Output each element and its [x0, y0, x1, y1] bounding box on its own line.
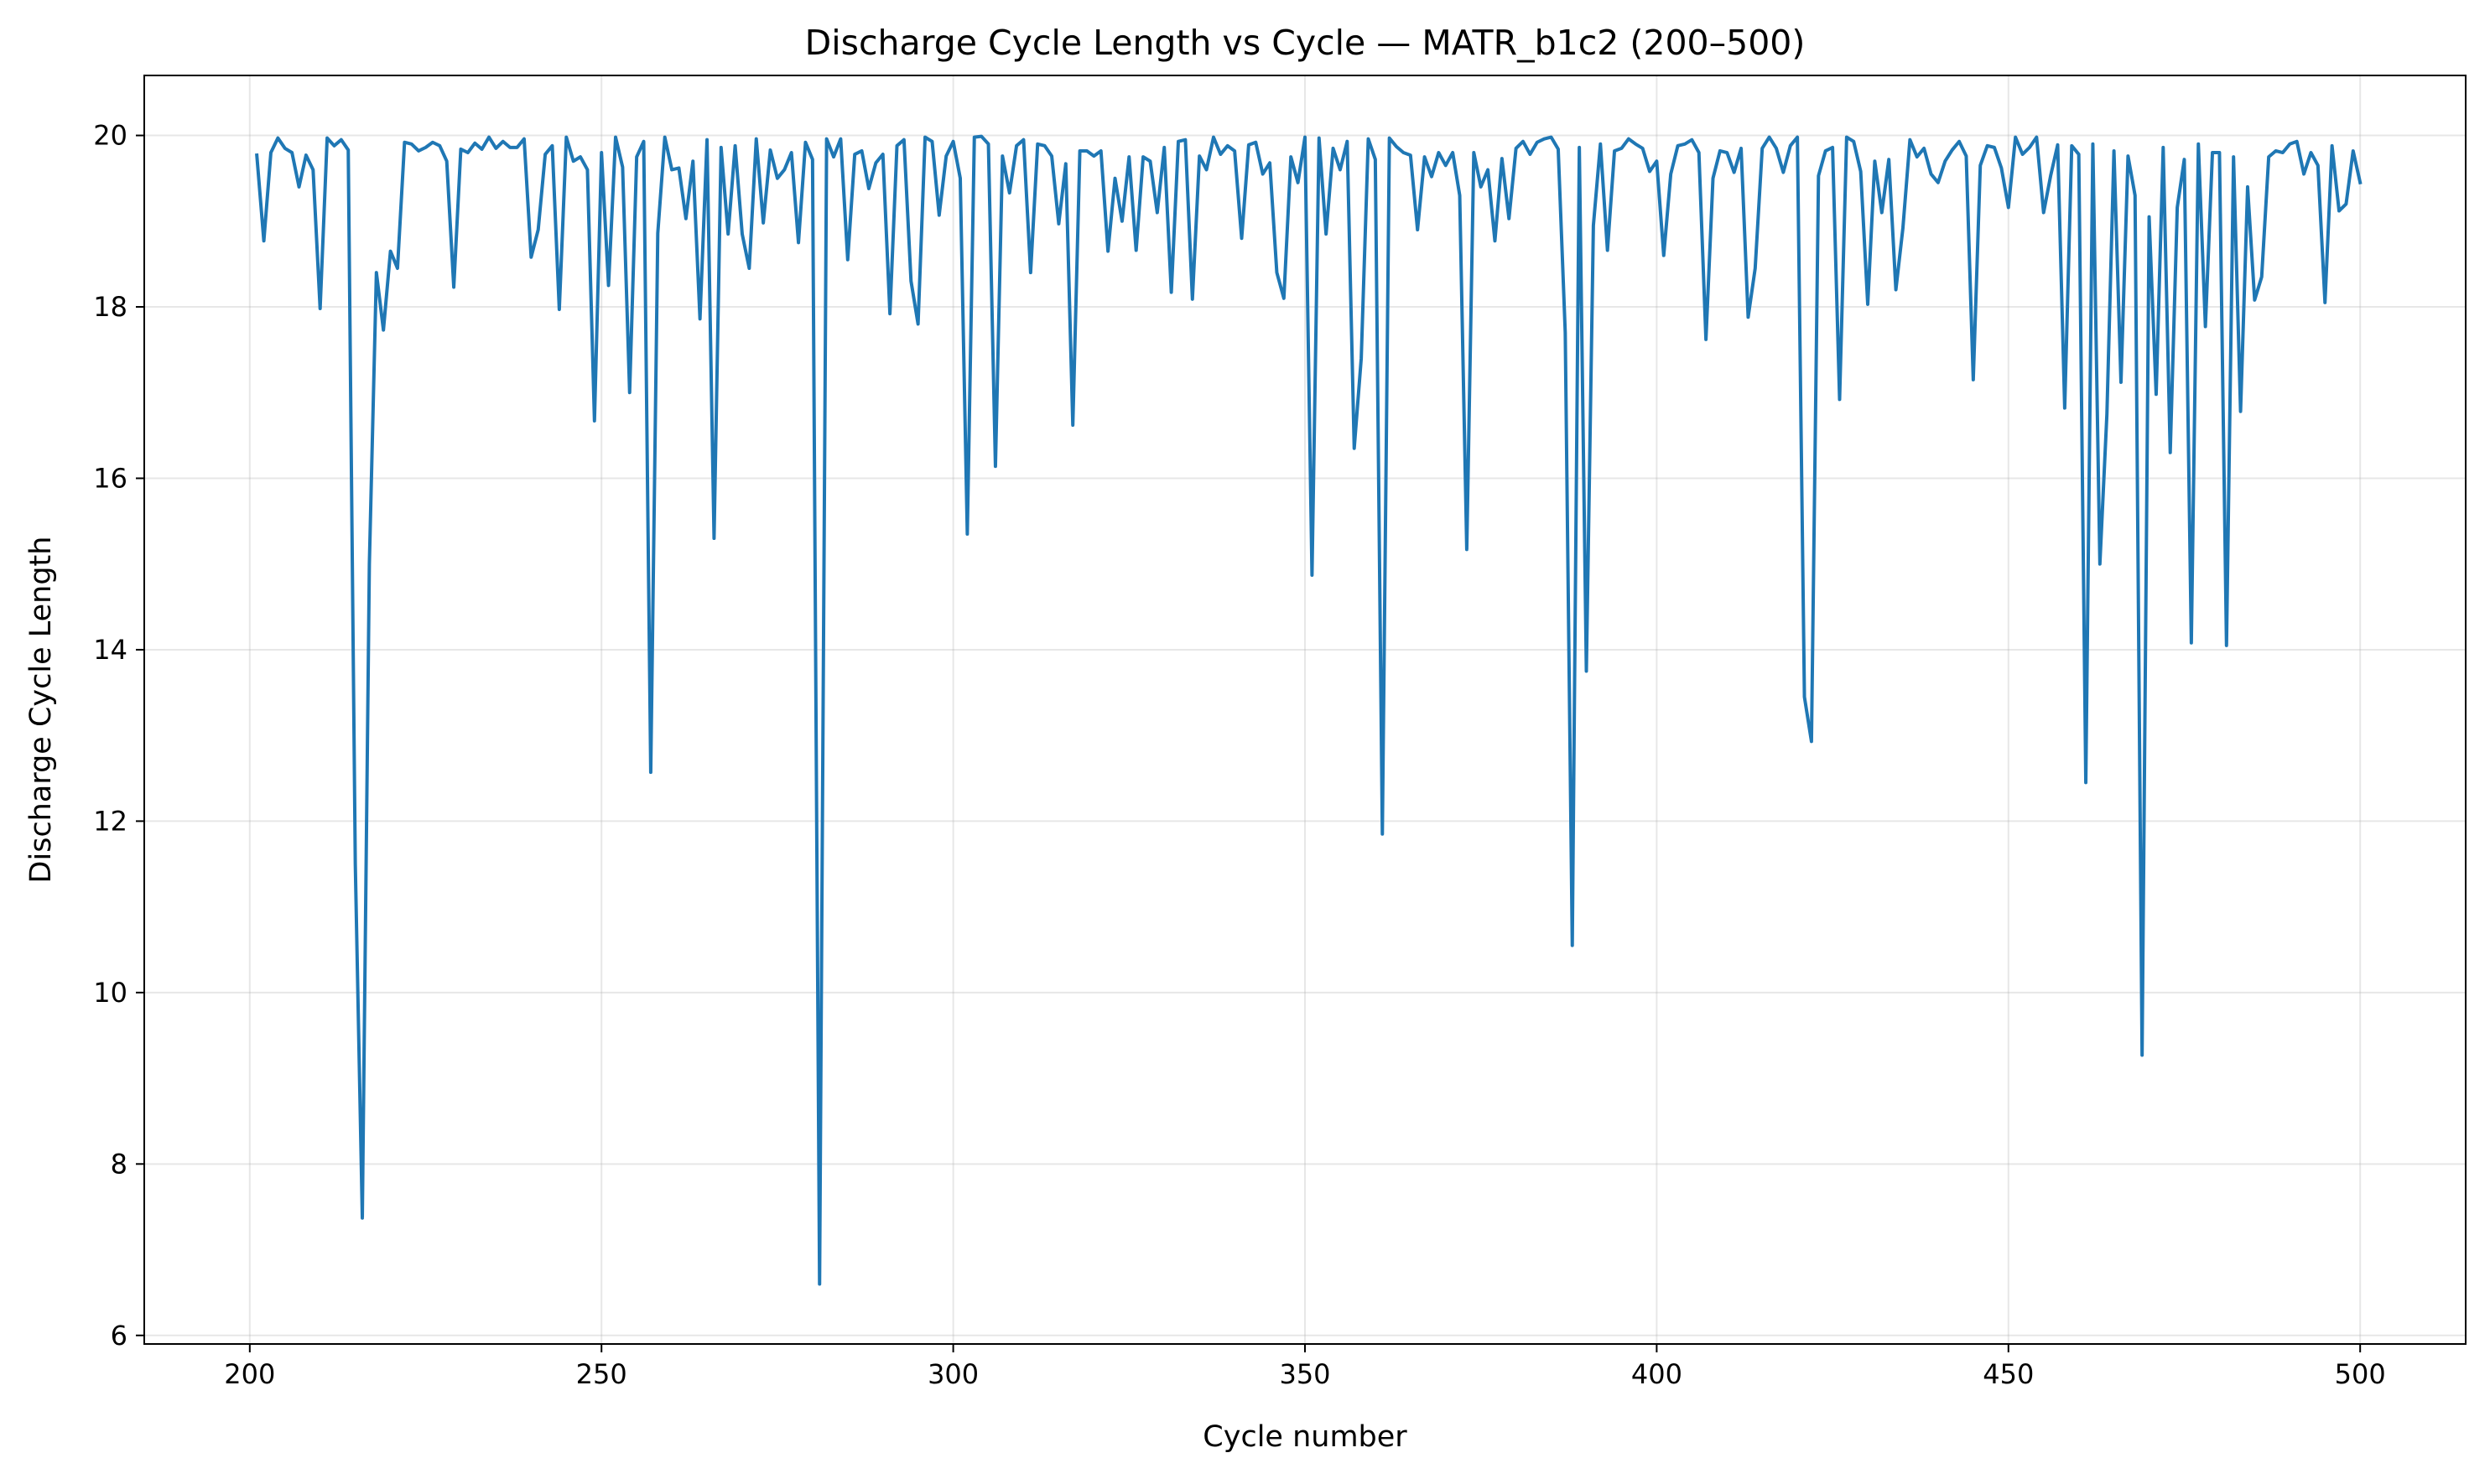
y-tick-label: 18: [93, 291, 127, 323]
grid-layer: [144, 75, 2466, 1344]
y-tick-label: 12: [93, 805, 127, 837]
y-tick-label: 6: [111, 1320, 127, 1352]
x-tick-label: 300: [928, 1358, 979, 1390]
chart-title: Discharge Cycle Length vs Cycle — MATR_b…: [805, 23, 1806, 63]
x-tick-label: 500: [2335, 1358, 2386, 1390]
y-axis-label: Discharge Cycle Length: [24, 537, 58, 884]
y-tick-label: 8: [111, 1148, 127, 1180]
x-tick-label: 200: [224, 1358, 275, 1390]
y-tick-label: 16: [93, 462, 127, 494]
series-layer: [255, 134, 2363, 1286]
y-tick-label: 10: [93, 977, 127, 1009]
x-tick-label: 450: [1983, 1358, 2034, 1390]
x-tick-label: 250: [576, 1358, 627, 1390]
y-tick-label: 20: [93, 120, 127, 152]
series-line: [255, 134, 2363, 1286]
x-axis-label: Cycle number: [1203, 1420, 1407, 1454]
x-tick-label: 400: [1631, 1358, 1682, 1390]
x-tick-label: 350: [1279, 1358, 1330, 1390]
tick-layer: 200 250 300 350 400 450 500 6 8 10 12 14 16 18 20: [93, 120, 2385, 1390]
y-tick-label: 14: [93, 634, 127, 666]
